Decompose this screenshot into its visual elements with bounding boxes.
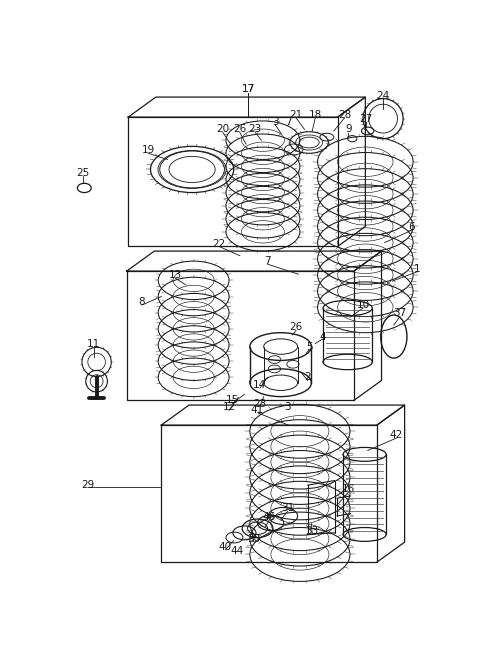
Text: 26: 26 xyxy=(289,322,303,332)
Text: 2: 2 xyxy=(304,372,311,383)
Text: 6: 6 xyxy=(408,222,415,233)
Text: 18: 18 xyxy=(309,110,322,120)
Text: 17: 17 xyxy=(242,84,255,94)
Text: 23: 23 xyxy=(249,124,262,134)
Text: 21: 21 xyxy=(289,110,303,120)
Text: 9: 9 xyxy=(345,124,352,134)
Text: 13: 13 xyxy=(168,270,182,280)
Text: 1: 1 xyxy=(414,264,420,274)
Text: 14: 14 xyxy=(253,380,266,390)
Text: 8: 8 xyxy=(139,297,145,307)
Text: 28: 28 xyxy=(338,110,351,120)
Text: 20: 20 xyxy=(216,124,229,134)
Text: 19: 19 xyxy=(142,145,155,155)
Text: 33: 33 xyxy=(306,527,319,536)
Text: 24: 24 xyxy=(376,91,390,102)
Text: 25: 25 xyxy=(76,168,89,178)
Text: 37: 37 xyxy=(394,309,407,318)
Text: 22: 22 xyxy=(213,239,226,249)
Text: 5: 5 xyxy=(306,341,312,352)
Text: 23: 23 xyxy=(253,398,266,409)
Text: 41: 41 xyxy=(251,405,264,415)
Text: 7: 7 xyxy=(264,256,271,266)
Text: 11: 11 xyxy=(87,339,100,349)
Text: 31: 31 xyxy=(281,503,294,514)
Text: 7: 7 xyxy=(285,117,292,128)
Text: 10: 10 xyxy=(357,300,370,310)
Text: 17: 17 xyxy=(242,84,255,94)
Text: 42: 42 xyxy=(390,430,403,440)
Text: 40: 40 xyxy=(219,542,232,552)
Text: 27: 27 xyxy=(360,115,373,124)
Text: 44: 44 xyxy=(230,546,243,555)
Text: 29: 29 xyxy=(82,480,95,490)
Text: 12: 12 xyxy=(222,402,236,413)
Text: 3: 3 xyxy=(272,117,278,126)
Text: 4: 4 xyxy=(320,331,326,341)
Text: 16: 16 xyxy=(342,484,355,494)
Text: 46: 46 xyxy=(263,512,276,523)
Text: 3: 3 xyxy=(284,402,291,413)
Text: 26: 26 xyxy=(233,124,246,134)
Text: 30: 30 xyxy=(247,534,260,544)
Text: 15: 15 xyxy=(226,396,239,405)
